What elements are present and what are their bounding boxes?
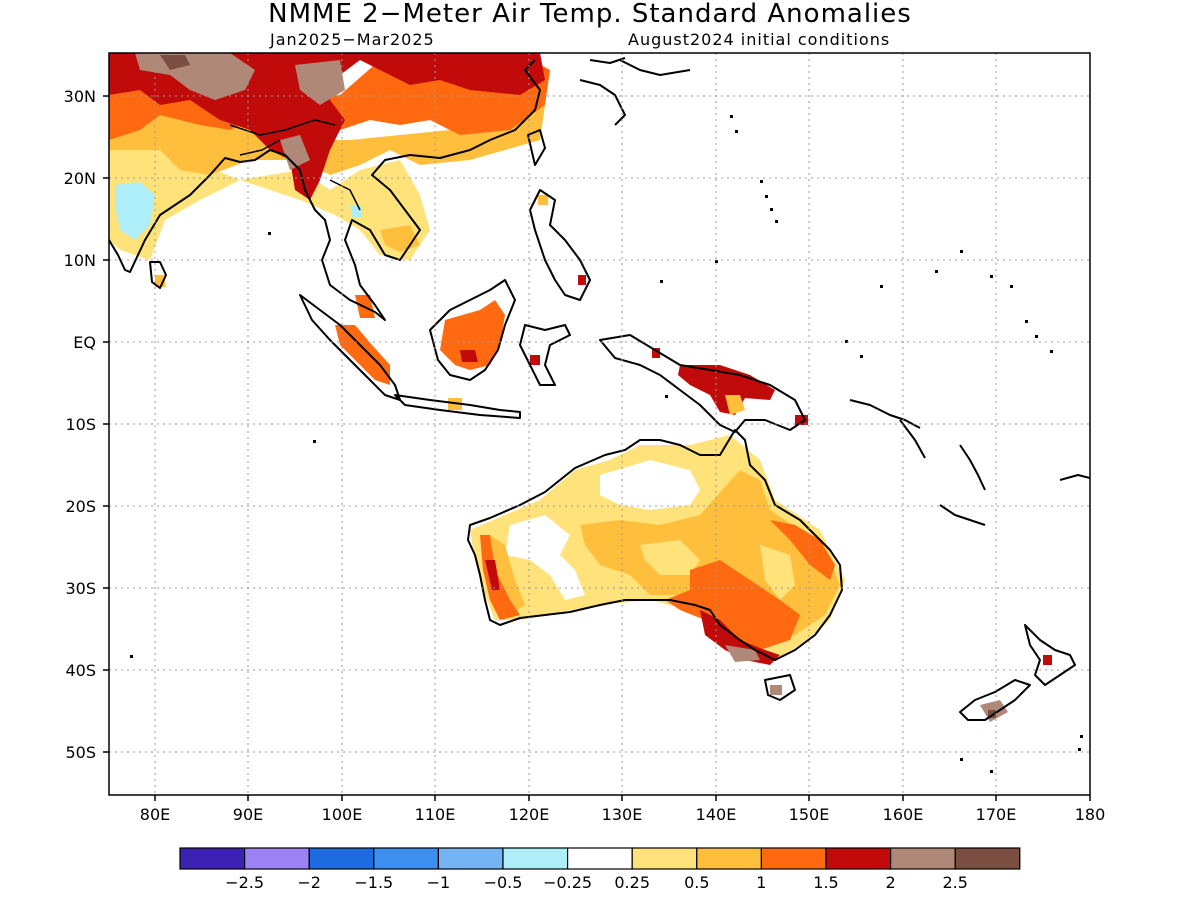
grid-lines <box>109 53 1090 795</box>
lat-label: 30N <box>64 87 96 106</box>
legend-swatch <box>696 847 762 870</box>
legend-label: 2 <box>886 873 896 892</box>
asia-anomaly-region <box>109 53 550 287</box>
lon-label: 80E <box>140 805 170 824</box>
legend-label: −0.25 <box>543 873 592 892</box>
lon-label: 150E <box>789 805 830 824</box>
legend-swatch <box>308 847 375 870</box>
lon-label: 100E <box>322 805 363 824</box>
lat-label: EQ <box>73 333 96 352</box>
lat-label: 10S <box>65 415 96 434</box>
legend-label: −2.5 <box>225 873 264 892</box>
legend-color-boxes <box>179 847 1021 870</box>
lon-label: 140E <box>696 805 737 824</box>
island-dots <box>130 115 1083 773</box>
legend-swatch <box>954 847 1021 870</box>
coastlines <box>109 57 1090 721</box>
map-content <box>109 53 1090 795</box>
australia-anomaly-region <box>470 435 845 695</box>
longitude-labels: 80E 90E 100E 110E 120E 130E 140E 150E 16… <box>140 805 1106 824</box>
initial-conditions: August2024 initial conditions <box>628 30 891 49</box>
axis-ticks <box>103 95 1091 801</box>
lon-label: 130E <box>602 805 643 824</box>
lon-label: 160E <box>883 805 924 824</box>
latitude-labels: 30N 20N 10N EQ 10S 20S 30S 40S 50S <box>64 87 96 762</box>
lat-label: 30S <box>65 579 96 598</box>
legend-swatch <box>502 847 569 870</box>
lat-label: 40S <box>65 661 96 680</box>
legend-label: 0.5 <box>684 873 709 892</box>
lon-label: 90E <box>233 805 263 824</box>
legend-label: −1.5 <box>354 873 393 892</box>
legend-swatch <box>373 847 439 870</box>
lat-label: 10N <box>64 251 96 270</box>
legend-label: −0.5 <box>484 873 523 892</box>
map-title: NMME 2−Meter Air Temp. Standard Anomalie… <box>268 0 912 29</box>
legend-swatch <box>760 847 827 870</box>
legend-label: 2.5 <box>942 873 967 892</box>
legend-swatch <box>825 847 892 870</box>
legend-swatch <box>631 847 698 870</box>
lat-label: 50S <box>65 743 96 762</box>
lon-label: 170E <box>976 805 1017 824</box>
lat-label: 20N <box>64 169 96 188</box>
legend-label: −2 <box>297 873 321 892</box>
legend-swatch <box>244 847 310 870</box>
map-frame <box>108 52 1091 796</box>
legend-swatch <box>889 847 956 870</box>
legend-label: 0.25 <box>614 873 650 892</box>
lon-label: 110E <box>415 805 456 824</box>
legend-label: 1 <box>756 873 766 892</box>
legend-swatch <box>179 847 246 870</box>
lon-label: 120E <box>509 805 550 824</box>
legend-labels: −2.5 −2 −1.5 −1 −0.5 −0.25 0.25 0.5 1 1.5 2 2.5 <box>225 873 968 892</box>
legend-label: 1.5 <box>813 873 838 892</box>
color-legend: −2.5 −2 −1.5 −1 −0.5 −0.25 0.25 0.5 1 1.5 2 2.5 <box>179 847 1021 892</box>
legend-label: −1 <box>427 873 451 892</box>
legend-swatch <box>437 847 504 870</box>
legend-swatch <box>566 847 633 870</box>
lon-label: 180 <box>1075 805 1106 824</box>
lat-label: 20S <box>65 497 96 516</box>
forecast-period: Jan2025−Mar2025 <box>270 30 435 49</box>
